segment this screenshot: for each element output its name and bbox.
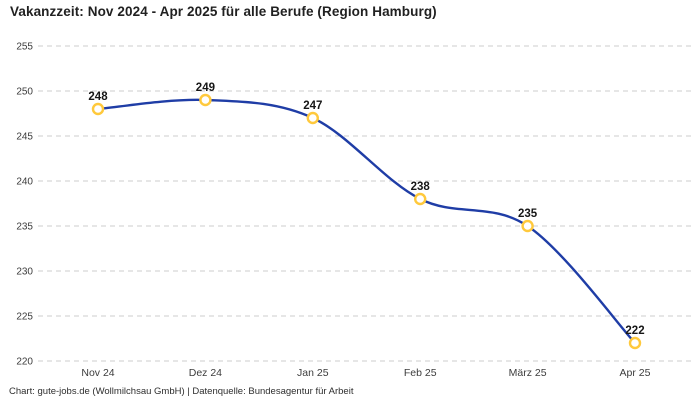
data-point-marker <box>628 336 642 350</box>
x-tick-label: Feb 25 <box>404 367 437 379</box>
y-tick-label: 235 <box>16 222 33 233</box>
y-tick-label: 220 <box>16 357 33 368</box>
data-point-marker <box>91 102 105 116</box>
data-point-value-label: 238 <box>411 181 431 193</box>
data-point-value-label: 247 <box>303 100 322 112</box>
y-tick-label: 250 <box>16 87 33 98</box>
data-point-marker <box>306 111 319 125</box>
data-point-value-label: 235 <box>518 208 538 220</box>
y-tick-label: 230 <box>16 267 33 278</box>
x-tick-label: Dez 24 <box>189 367 222 379</box>
x-tick-label: Jan 25 <box>297 367 329 379</box>
data-point-value-label: 249 <box>196 82 215 94</box>
y-tick-label: 225 <box>16 312 33 323</box>
x-tick-label: März 25 <box>509 367 547 379</box>
data-point-value-label: 248 <box>88 91 108 103</box>
data-point-value-label: 222 <box>625 325 644 337</box>
chart-title: Vakanzzeit: Nov 2024 - Apr 2025 für alle… <box>10 4 437 19</box>
x-tick-label: Apr 25 <box>620 367 651 379</box>
chart-credit-footer: Chart: gute-jobs.de (Wollmilchsau GmbH) … <box>9 386 354 397</box>
data-point-marker <box>199 93 212 107</box>
x-tick-label: Nov 24 <box>81 367 114 379</box>
y-tick-label: 245 <box>16 132 33 143</box>
data-point-marker <box>521 219 534 233</box>
y-tick-label: 255 <box>16 42 33 53</box>
data-point-marker <box>414 192 427 206</box>
y-tick-label: 240 <box>16 177 33 188</box>
